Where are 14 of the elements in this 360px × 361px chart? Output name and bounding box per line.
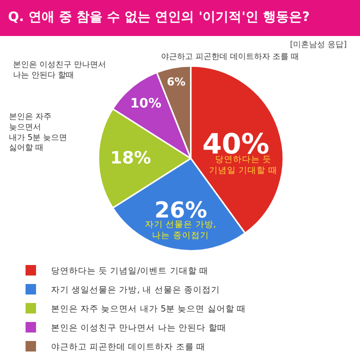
legend-label: 야근하고 피곤한데 데이트하자 조를 때 xyxy=(50,342,206,353)
chart-title: Q. 연애 중 참을 수 없는 연인의 '이기적'인 행동은? xyxy=(0,0,360,36)
data-label: 10% xyxy=(130,96,162,112)
legend-label: 당연하다는 듯 기념일/이벤트 기대할 때 xyxy=(50,266,208,277)
legend-label: 자기 생일선물은 가방, 내 선물은 종이접기 xyxy=(50,286,220,296)
text: 야근하고 피곤한데 데이트하자 조를 때 xyxy=(161,52,300,61)
text: 본인은 이성친구 만나면서 나는 안된다 할때 xyxy=(13,60,106,80)
data-label: 18% xyxy=(110,148,151,168)
text: 당연하다는 듯 기념일 기대할 때 xyxy=(209,155,278,176)
text: [미혼남성 응답] xyxy=(290,40,347,49)
text: 본인은 자주 늦으면서 내가 5분 늦으면 싫어할 때 xyxy=(9,112,68,152)
legend-label: 본인은 자주 늦으면서 내가 5분 늦으면 싫어할 때 xyxy=(50,304,246,315)
legend-label: 본인은 이성친구 만나면서 나는 안된다 할때 xyxy=(50,324,226,334)
data-label: 6% xyxy=(166,75,186,88)
